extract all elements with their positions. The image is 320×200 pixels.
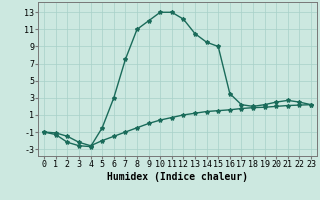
X-axis label: Humidex (Indice chaleur): Humidex (Indice chaleur) [107, 172, 248, 182]
